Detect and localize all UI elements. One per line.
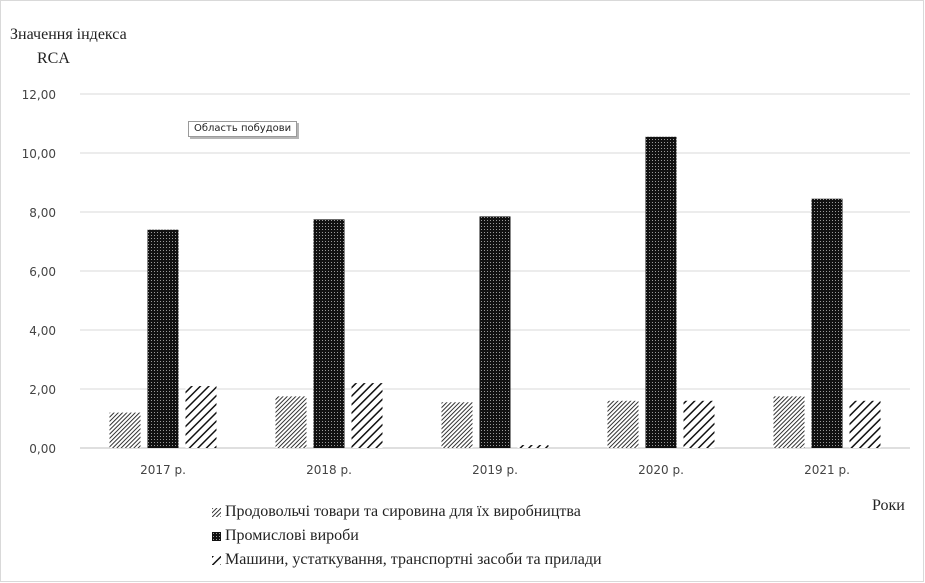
- bar-industrial-1: [147, 229, 179, 448]
- bar-machinery-5: [849, 400, 881, 448]
- legend-label-food: Продовольчі товари та сировина для їх ви…: [225, 503, 581, 520]
- bar-machinery-4: [683, 400, 715, 448]
- legend-item-machinery: Машини, устаткування, транспортні засоби…: [212, 548, 602, 572]
- y-tick-label: 8,00: [29, 206, 56, 220]
- y-axis-label-line-2: RCA: [37, 50, 70, 67]
- x-tick-label: 2017 р.: [140, 463, 186, 477]
- bar-machinery-1: [185, 386, 217, 448]
- bar-machinery-3: [517, 445, 549, 448]
- bar-machinery-2: [351, 383, 383, 448]
- legend-item-food: Продовольчі товари та сировина для їх ви…: [212, 500, 602, 524]
- y-tick-label: 10,00: [22, 147, 56, 161]
- y-axis-label-line-1: Значення індекса: [10, 26, 127, 43]
- legend-label-industrial: Промислові вироби: [225, 527, 359, 544]
- bar-food-3: [441, 402, 473, 448]
- bar-food-4: [607, 400, 639, 448]
- bar-industrial-3: [479, 216, 511, 448]
- x-axis-label: Роки: [872, 497, 905, 514]
- bar-industrial-2: [313, 219, 345, 448]
- y-tick-label: 4,00: [29, 324, 56, 338]
- bar-food-1: [109, 412, 141, 448]
- bar-food-5: [773, 396, 805, 448]
- bar-food-2: [275, 396, 307, 448]
- legend-swatch-food: [212, 507, 221, 517]
- y-tick-label: 0,00: [29, 442, 56, 456]
- x-tick-label: 2021 р.: [804, 463, 850, 477]
- x-tick-label: 2020 р.: [638, 463, 684, 477]
- bar-industrial-4: [645, 136, 677, 448]
- bar-industrial-5: [811, 198, 843, 448]
- y-tick-label: 2,00: [29, 383, 56, 397]
- legend-swatch-industrial: [212, 531, 221, 541]
- plot-area-tooltip: Область побудови: [188, 121, 298, 137]
- legend: Продовольчі товари та сировина для їх ви…: [212, 500, 602, 572]
- legend-item-industrial: Промислові вироби: [212, 524, 602, 548]
- y-tick-label: 6,00: [29, 265, 56, 279]
- x-tick-label: 2019 р.: [472, 463, 518, 477]
- legend-swatch-machinery: [212, 555, 221, 565]
- legend-label-machinery: Машини, устаткування, транспортні засоби…: [225, 551, 602, 568]
- y-tick-label: 12,00: [22, 88, 56, 102]
- x-tick-label: 2018 р.: [306, 463, 352, 477]
